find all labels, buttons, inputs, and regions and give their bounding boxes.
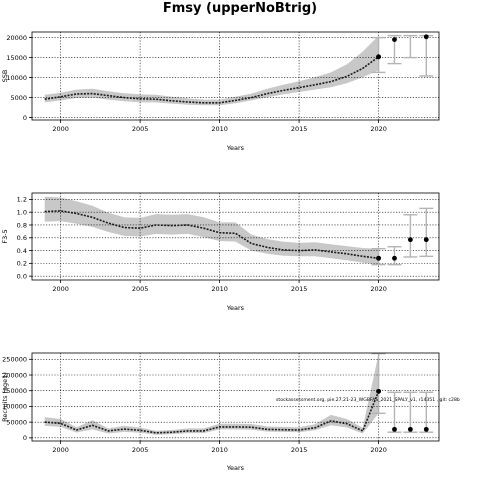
forecast-point bbox=[392, 426, 397, 432]
x-tick-label: 2020 bbox=[370, 446, 387, 454]
chart-panel-3: 2000 2005 2010 2015 2020 0 50000 100000 150000 20… bbox=[1, 352, 440, 472]
x-tick-label: 2000 bbox=[52, 125, 69, 133]
source-note: stockassessment.org, pie.27.21-23_WGBFAS… bbox=[276, 397, 460, 403]
x-tick-label: 2015 bbox=[291, 285, 308, 293]
forecast-point bbox=[376, 54, 381, 60]
y-tick-label: 10000 bbox=[6, 74, 27, 82]
confidence-band bbox=[44, 353, 379, 435]
x-tick-label: 2000 bbox=[52, 446, 69, 454]
x-tick-label: 2015 bbox=[291, 125, 308, 133]
forecast-point bbox=[423, 34, 429, 40]
forecast-point bbox=[423, 237, 429, 243]
chart-panels: 2000 2005 2010 2015 202005000100001500020000… bbox=[1, 31, 440, 472]
y-tick-label: 250000 bbox=[2, 356, 27, 364]
x-tick-label: 2000 bbox=[52, 285, 69, 293]
x-tick-label: 2010 bbox=[211, 125, 228, 133]
forecast-point bbox=[423, 426, 429, 432]
y-tick-label: 100000 bbox=[2, 403, 27, 411]
chart-panel-2: 2000 2005 2010 2015 2020 0.0 0.2 0.4 0.6 0.8 1.0 1.… bbox=[1, 192, 440, 312]
series-line bbox=[44, 56, 380, 104]
x-axis-label: Years bbox=[226, 464, 245, 472]
y-tick-label: 50000 bbox=[6, 418, 27, 426]
forecast-point bbox=[392, 255, 397, 261]
series-line bbox=[44, 210, 379, 260]
axes-frame bbox=[31, 31, 440, 121]
axes-frame bbox=[31, 192, 440, 281]
y-tick-label: 150000 bbox=[2, 387, 27, 395]
y-axis-label: F3-5 bbox=[1, 229, 9, 243]
x-tick-label: 2010 bbox=[211, 446, 228, 454]
y-tick-label: 1.2 bbox=[17, 196, 27, 204]
y-tick-label: 0.4 bbox=[17, 247, 27, 255]
y-tick-label: 5000 bbox=[10, 94, 27, 102]
y-axis-label: SSB bbox=[1, 70, 9, 83]
y-tick-label: 200000 bbox=[2, 371, 27, 379]
y-tick-label: 15000 bbox=[6, 54, 27, 62]
y-tick-label: 0.0 bbox=[17, 272, 27, 280]
forecast-point bbox=[376, 388, 381, 394]
figure-title: Fmsy (upperNoBtrig) bbox=[163, 1, 317, 16]
x-axis-label: Years bbox=[226, 144, 245, 152]
x-axis-label: Years bbox=[226, 304, 245, 312]
x-tick-label: 2020 bbox=[370, 285, 387, 293]
forecast-point bbox=[392, 37, 397, 42]
x-tick-label: 2015 bbox=[291, 446, 308, 454]
x-tick-label: 2005 bbox=[132, 285, 149, 293]
x-tick-label: 2005 bbox=[132, 125, 149, 133]
y-axis-label: Recruits (age1) bbox=[1, 372, 9, 422]
forecast-point bbox=[407, 426, 413, 432]
x-tick-label: 2020 bbox=[370, 125, 387, 133]
y-tick-label: 0 bbox=[23, 114, 27, 122]
forecast-point bbox=[407, 237, 413, 243]
axes-frame bbox=[31, 352, 440, 442]
x-tick-label: 2010 bbox=[211, 285, 228, 293]
x-tick-label: 2005 bbox=[132, 446, 149, 454]
forecast-point bbox=[376, 255, 381, 261]
y-tick-label: 0 bbox=[23, 434, 27, 442]
y-tick-label: 0.8 bbox=[17, 221, 27, 229]
y-tick-label: 20000 bbox=[6, 34, 27, 42]
confidence-band bbox=[44, 196, 379, 265]
confidence-band bbox=[44, 35, 379, 106]
y-tick-label: 0.6 bbox=[17, 234, 27, 242]
chart-panel-1: 2000 2005 2010 2015 2020 0 5000 10000 15000 20000… bbox=[1, 31, 440, 152]
y-tick-label: 0.2 bbox=[17, 260, 27, 268]
y-tick-label: 1.0 bbox=[17, 208, 27, 216]
